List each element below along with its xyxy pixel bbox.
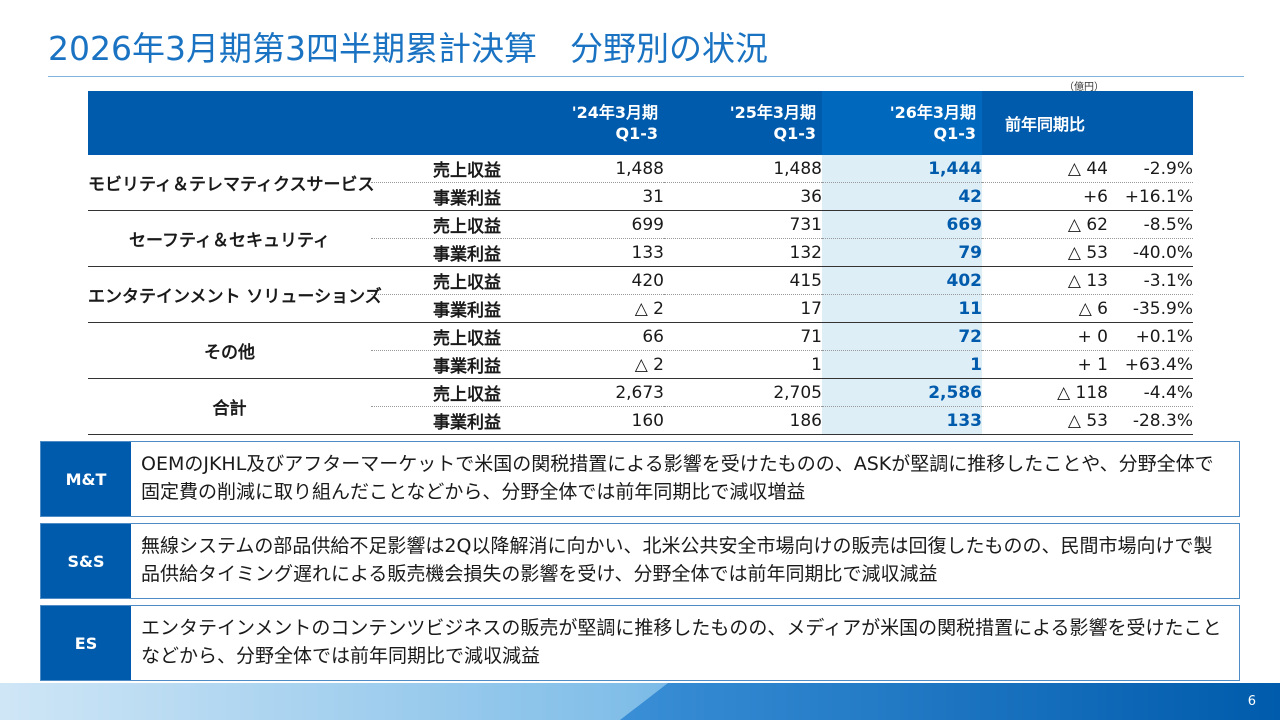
header-blank-segment <box>88 91 371 155</box>
note-tag-mt: M&T <box>41 442 131 516</box>
value-fy25: 17 <box>664 294 822 323</box>
value-fy26: 402 <box>822 266 982 295</box>
value-fy26: 1 <box>822 350 982 379</box>
value-fy26: 79 <box>822 238 982 267</box>
value-fy24: 160 <box>501 406 664 435</box>
note-tag-ss: S&S <box>41 524 131 598</box>
segment-name: セーフティ＆セキュリティ <box>88 210 371 267</box>
footer-graphic <box>0 683 1280 720</box>
header-yoy: 前年同期比 <box>982 91 1108 155</box>
note-ss: S&S 無線システムの部品供給不足影響は2Q以降解消に向かい、北米公共安全市場向… <box>40 523 1240 599</box>
value-yoy-pct: -28.3% <box>1108 406 1193 435</box>
page-title: 2026年3月期第3四半期累計決算 分野別の状況 <box>48 29 768 68</box>
value-fy24: 66 <box>501 322 664 351</box>
value-fy25: 731 <box>664 210 822 239</box>
footer-band: 6 <box>0 683 1280 720</box>
table-row: 事業利益 133 132 79 △ 53 -40.0% <box>88 238 1193 267</box>
segment-name: 合計 <box>88 378 371 435</box>
value-yoy-pct: -4.4% <box>1108 378 1193 407</box>
header-fy24: '24年3月期 Q1-3 <box>501 91 664 155</box>
segment-name: その他 <box>88 322 371 379</box>
page-number: 6 <box>1247 694 1256 709</box>
segment-results-table: '24年3月期 Q1-3 '25年3月期 Q1-3 '26年3月期 Q1-3 前年同期… <box>88 91 1193 435</box>
table-header-row: '24年3月期 Q1-3 '25年3月期 Q1-3 '26年3月期 Q1-3 前年同期… <box>88 91 1193 155</box>
value-yoy-pct: -8.5% <box>1108 210 1193 239</box>
table-row: モビリティ＆テレマティクスサービス 売上収益 1,488 1,488 1,444 △ 44… <box>88 155 1193 211</box>
metric-label: 売上収益 <box>371 210 501 239</box>
value-yoy-diff: △ 53 <box>982 406 1108 435</box>
value-fy24: 2,673 <box>501 378 664 407</box>
metric-label: 売上収益 <box>371 378 501 407</box>
value-yoy-pct: -35.9% <box>1108 294 1193 323</box>
value-fy25: 415 <box>664 266 822 295</box>
metric-label: 売上収益 <box>371 266 501 295</box>
value-yoy-pct: -2.9% <box>1108 155 1193 183</box>
value-fy25: 1 <box>664 350 822 379</box>
value-fy24: 420 <box>501 266 664 295</box>
note-mt: M&T OEMのJKHL及びアフターマーケットで米国の関税措置による影響を受けた… <box>40 441 1240 517</box>
note-tag-es: ES <box>41 606 131 680</box>
value-fy24: 1,488 <box>501 155 664 183</box>
value-fy25: 2,705 <box>664 378 822 407</box>
note-text-ss: 無線システムの部品供給不足影響は2Q以降解消に向かい、北米公共安全市場向けの販売… <box>141 535 1213 585</box>
value-yoy-diff: △ 6 <box>982 294 1108 323</box>
value-fy25: 132 <box>664 238 822 267</box>
value-yoy-pct: +16.1% <box>1108 182 1193 211</box>
value-yoy-pct: -3.1% <box>1108 266 1193 295</box>
value-yoy-pct: +0.1% <box>1108 322 1193 351</box>
value-yoy-diff: + 1 <box>982 350 1108 379</box>
value-yoy-diff: △ 44 <box>982 155 1108 183</box>
metric-label: 事業利益 <box>371 406 501 435</box>
header-blank-pct <box>1108 91 1193 155</box>
value-yoy-pct: +63.4% <box>1108 350 1193 379</box>
table-row: エンタテインメント ソリューションズ 売上収益 420 415 402 △ 13 -3.1% <box>88 266 1193 323</box>
table-row: セーフティ＆セキュリティ 売上収益 699 731 669 △ 62 -8.5% <box>88 210 1193 267</box>
table-row: その他 売上収益 66 71 72 + 0 +0.1% <box>88 322 1193 379</box>
table-row: 事業利益 31 36 42 +6 +16.1% <box>88 182 1193 211</box>
metric-label: 売上収益 <box>371 155 501 183</box>
value-fy26: 669 <box>822 210 982 239</box>
segment-name: エンタテインメント ソリューションズ <box>88 266 382 323</box>
value-yoy-diff: △ 118 <box>982 378 1108 407</box>
value-fy24: △ 2 <box>501 294 664 323</box>
table-row: 合計 売上収益 2,673 2,705 2,586 △ 118 -4.4% <box>88 378 1193 435</box>
segment-name: モビリティ＆テレマティクスサービス <box>88 155 374 211</box>
header-blank-metric <box>371 91 501 155</box>
value-fy26: 2,586 <box>822 378 982 407</box>
value-fy26: 72 <box>822 322 982 351</box>
table-row: 事業利益 △ 2 1 1 + 1 +63.4% <box>88 350 1193 379</box>
value-fy26: 133 <box>822 406 982 435</box>
header-fy26: '26年3月期 Q1-3 <box>822 91 982 155</box>
value-fy24: 31 <box>501 182 664 211</box>
value-fy25: 36 <box>664 182 822 211</box>
value-fy25: 186 <box>664 406 822 435</box>
value-yoy-diff: △ 53 <box>982 238 1108 267</box>
value-yoy-pct: -40.0% <box>1108 238 1193 267</box>
note-es: ES エンタテインメントのコンテンツビジネスの販売が堅調に推移したものの、メディ… <box>40 605 1240 681</box>
metric-label: 事業利益 <box>371 350 501 379</box>
unit-label: （億円） <box>1064 82 1104 93</box>
metric-label: 事業利益 <box>371 294 501 323</box>
note-text-mt: OEMのJKHL及びアフターマーケットで米国の関税措置による影響を受けたものの、… <box>141 453 1214 503</box>
value-fy24: 133 <box>501 238 664 267</box>
title-divider <box>48 76 1244 77</box>
value-fy25: 1,488 <box>664 155 822 183</box>
metric-label: 事業利益 <box>371 238 501 267</box>
table-row: 事業利益 △ 2 17 11 △ 6 -35.9% <box>88 294 1193 323</box>
value-fy26: 1,444 <box>822 155 982 183</box>
value-fy26: 11 <box>822 294 982 323</box>
metric-label: 売上収益 <box>371 322 501 351</box>
metric-label: 事業利益 <box>371 182 501 211</box>
value-yoy-diff: △ 62 <box>982 210 1108 239</box>
value-yoy-diff: + 0 <box>982 322 1108 351</box>
value-yoy-diff: +6 <box>982 182 1108 211</box>
value-fy25: 71 <box>664 322 822 351</box>
value-fy24: △ 2 <box>501 350 664 379</box>
value-fy26: 42 <box>822 182 982 211</box>
value-yoy-diff: △ 13 <box>982 266 1108 295</box>
value-fy24: 699 <box>501 210 664 239</box>
note-text-es: エンタテインメントのコンテンツビジネスの販売が堅調に推移したものの、メディアが米… <box>141 617 1222 667</box>
table-row: 事業利益 160 186 133 △ 53 -28.3% <box>88 406 1193 435</box>
header-fy25: '25年3月期 Q1-3 <box>664 91 822 155</box>
